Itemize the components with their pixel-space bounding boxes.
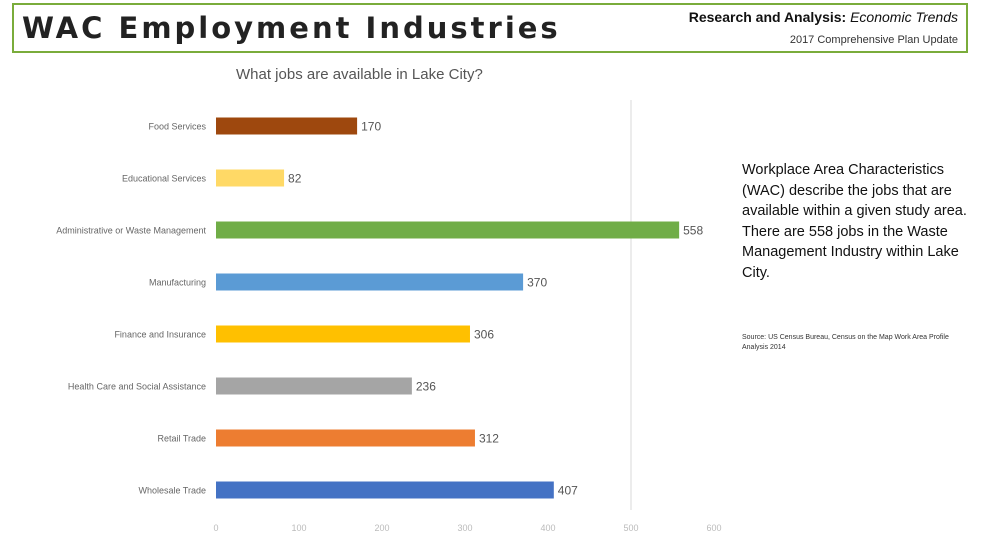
data-label: 82: [288, 172, 302, 186]
data-label: 306: [474, 328, 494, 342]
section-topic: Economic Trends: [850, 9, 958, 25]
description-text: Workplace Area Characteristics (WAC) des…: [742, 162, 967, 281]
bar: [216, 325, 470, 343]
header-banner: WAC Employment Industries Research and A…: [12, 3, 968, 53]
category-label: Retail Trade: [157, 434, 206, 444]
x-tick-label: 600: [706, 523, 721, 533]
x-tick-label: 500: [623, 523, 638, 533]
source-note: Source: US Census Bureau, Census on the …: [742, 334, 949, 351]
category-label: Finance and Insurance: [114, 330, 206, 340]
data-label: 370: [527, 276, 547, 290]
bar: [216, 117, 358, 135]
x-tick-label: 400: [540, 523, 555, 533]
bar-chart: Food Services 170 Educational Services 82 Ad…: [56, 100, 722, 533]
data-label: 236: [416, 380, 436, 394]
category-label: Wholesale Trade: [138, 486, 206, 496]
category-label: Food Services: [148, 122, 206, 132]
bar: [216, 169, 285, 187]
bar: [216, 481, 554, 499]
x-tick-label: 200: [374, 523, 389, 533]
data-label: 312: [479, 432, 499, 446]
header-right: Research and Analysis: Economic Trends 2…: [689, 9, 958, 46]
header-subtitle: 2017 Comprehensive Plan Update: [789, 34, 958, 46]
page-title: WAC Employment Industries: [22, 11, 561, 45]
bar: [216, 221, 680, 239]
data-label: 407: [558, 484, 578, 498]
x-tick-label: 100: [291, 523, 306, 533]
category-label: Manufacturing: [149, 278, 206, 288]
bar: [216, 377, 412, 395]
chart-title: What jobs are available in Lake City?: [236, 66, 483, 83]
data-label: 558: [683, 224, 703, 238]
data-label: 170: [361, 120, 381, 134]
x-tick-label: 300: [457, 523, 472, 533]
x-tick-label: 0: [213, 523, 218, 533]
header-section: Research and Analysis: Economic Trends: [689, 9, 958, 25]
section-label: Research and Analysis: [688, 9, 842, 25]
category-label: Administrative or Waste Management: [56, 226, 206, 236]
bar: [216, 273, 524, 291]
category-label: Health Care and Social Assistance: [68, 382, 206, 392]
section-separator: :: [841, 9, 847, 25]
category-label: Educational Services: [122, 174, 207, 184]
bar: [216, 429, 475, 447]
